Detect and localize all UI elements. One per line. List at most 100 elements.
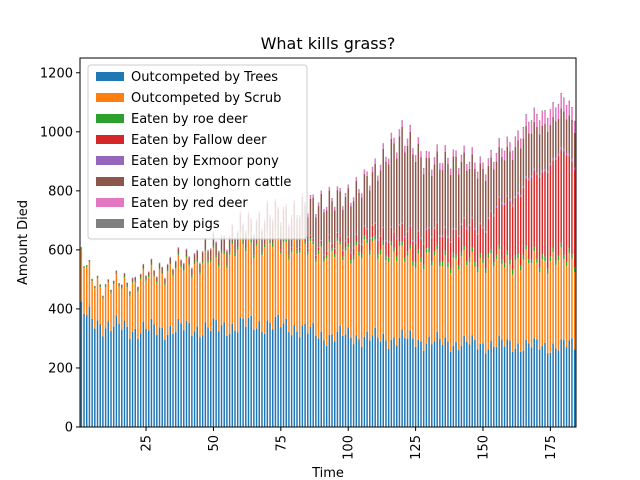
bar-segment <box>304 323 306 427</box>
bar-segment <box>468 161 471 163</box>
bar-segment <box>398 129 401 130</box>
bar-segment <box>325 251 328 256</box>
bar-segment <box>563 339 565 427</box>
bar-segment <box>449 351 452 427</box>
bar-segment <box>414 242 417 244</box>
bar-segment <box>433 228 436 252</box>
bar-segment <box>169 257 172 263</box>
bar-segment <box>379 164 382 166</box>
bar-segment <box>417 143 420 231</box>
bar-segment <box>549 125 552 164</box>
bar-segment <box>503 151 506 161</box>
legend-label: Eaten by pigs <box>131 217 220 232</box>
bar-segment <box>317 206 320 248</box>
bar-segment <box>331 243 333 244</box>
bar-segment <box>425 252 428 344</box>
bar-segment <box>476 234 479 268</box>
bar-segment <box>220 250 223 253</box>
bar-segment <box>174 260 177 262</box>
bar-segment <box>460 224 463 252</box>
bar-segment <box>560 108 562 148</box>
bar-segment <box>118 285 120 287</box>
bar-segment <box>188 264 190 266</box>
bar-segment <box>315 255 317 256</box>
bar-segment <box>474 229 476 263</box>
bar-segment <box>412 338 414 427</box>
bar-segment <box>476 171 479 173</box>
bar-segment <box>102 295 104 297</box>
bar-segment <box>145 275 147 277</box>
bar-segment <box>555 159 557 261</box>
bar-segment <box>207 262 209 328</box>
bar-segment <box>374 163 376 223</box>
bar-segment <box>552 117 554 158</box>
bar-segment <box>352 197 355 202</box>
bar-segment <box>541 170 544 173</box>
bar-segment <box>218 331 220 427</box>
bar-segment <box>514 196 517 198</box>
bar-segment <box>312 197 314 239</box>
bar-segment <box>549 261 552 353</box>
bar-segment <box>536 258 538 263</box>
bar-segment <box>514 255 517 261</box>
bar-segment <box>126 282 128 286</box>
bar-segment <box>331 243 333 249</box>
bar-segment <box>86 315 88 427</box>
bar-segment <box>183 263 185 264</box>
bar-segment <box>153 274 155 277</box>
bar-segment <box>490 340 492 427</box>
bar-segment <box>387 257 390 263</box>
bar-segment <box>312 238 314 242</box>
bar-segment <box>315 214 317 218</box>
bar-segment <box>350 260 352 264</box>
bar-segment <box>88 306 91 427</box>
bar-segment <box>414 267 417 347</box>
bar-segment <box>484 273 487 354</box>
bar-segment <box>449 168 452 170</box>
bar-segment <box>458 269 460 351</box>
bar-segment <box>522 185 525 188</box>
x-axis-label: Time <box>311 466 344 480</box>
bar-segment <box>428 151 430 153</box>
bar-segment <box>242 241 244 245</box>
bar-segment <box>204 250 207 323</box>
bar-segment <box>433 341 436 427</box>
bar-segment <box>304 241 306 244</box>
bar-segment <box>320 240 322 244</box>
bar-segment <box>352 255 355 260</box>
bar-segment <box>420 237 422 239</box>
bar-segment <box>511 150 514 152</box>
bar-segment <box>212 245 215 248</box>
bar-segment <box>447 266 449 342</box>
bar-segment <box>280 327 282 427</box>
bar-segment <box>552 102 554 118</box>
bar-segment <box>129 294 131 296</box>
bar-segment <box>546 268 549 274</box>
bar-segment <box>571 119 573 159</box>
bar-segment <box>261 230 263 253</box>
bar-segment <box>358 339 360 427</box>
bar-segment <box>344 250 347 335</box>
bar-segment <box>452 150 455 157</box>
bar-segment <box>571 161 573 255</box>
bar-segment <box>458 174 460 236</box>
bar-segment <box>568 340 570 427</box>
bar-segment <box>342 249 344 251</box>
bar-segment <box>436 151 438 222</box>
bar-segment <box>428 157 430 228</box>
bar-segment <box>466 265 468 342</box>
bar-segment <box>509 200 511 261</box>
bar-segment <box>425 228 428 230</box>
bar-segment <box>107 279 110 282</box>
bar-segment <box>544 171 546 257</box>
bar-segment <box>412 261 414 266</box>
bar-segment <box>471 218 473 248</box>
bar-segment <box>538 134 541 176</box>
bar-segment <box>522 259 525 351</box>
bar-segment <box>568 100 570 102</box>
bar-segment <box>350 263 352 338</box>
bar-segment <box>557 255 560 261</box>
bar-segment <box>236 233 239 248</box>
bar-segment <box>253 258 255 330</box>
bar-segment <box>573 120 576 122</box>
